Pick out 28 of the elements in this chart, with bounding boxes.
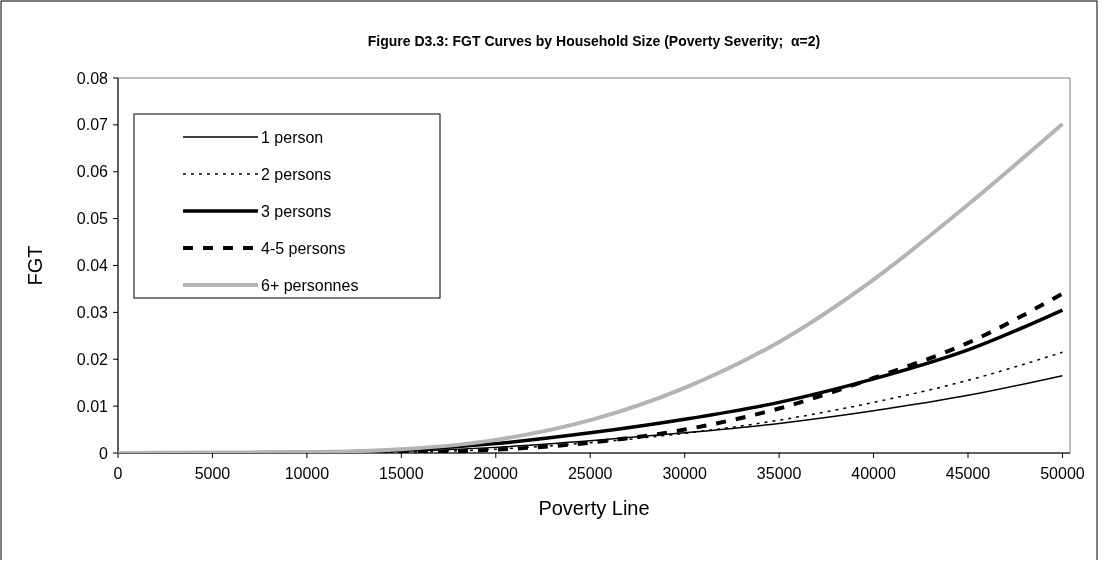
x-tick-label: 0 [113, 465, 123, 482]
y-tick-label: 0.05 [76, 210, 109, 228]
x-tick-label: 15000 [379, 465, 424, 482]
legend-label: 3 persons [261, 202, 332, 220]
x-tick-label: 5000 [194, 465, 231, 482]
x-tick-label: 10000 [284, 465, 330, 482]
y-tick-label: 0.01 [76, 397, 109, 415]
y-tick-label: 0.08 [76, 69, 109, 87]
x-tick-label: 45000 [945, 465, 991, 482]
x-tick-label: 50000 [1040, 465, 1085, 482]
y-tick-label: 0.07 [76, 116, 109, 134]
y-tick-label: 0 [99, 444, 109, 462]
y-tick-label: 0.03 [76, 303, 109, 321]
legend-label: 2 persons [261, 165, 332, 183]
x-tick-label: 35000 [756, 465, 802, 482]
legend-label: 4-5 persons [261, 239, 346, 257]
legend-label: 6+ personnes [261, 276, 359, 294]
legend-label: 1 person [261, 128, 324, 146]
x-tick-label: 30000 [662, 465, 708, 482]
y-tick-label: 0.06 [76, 163, 109, 181]
x-tick-label: 20000 [473, 465, 519, 482]
x-tick-label: 40000 [851, 465, 896, 482]
y-tick-label: 0.02 [76, 350, 109, 368]
x-tick-label: 25000 [567, 465, 613, 482]
y-tick-label: 0.04 [76, 257, 109, 275]
x-axis-title: Poverty Line [538, 497, 650, 519]
y-axis-title: FGT [24, 245, 46, 286]
chart-title: Figure D3.3: FGT Curves by Household Size (Poverty Severity; α=2) [367, 33, 821, 49]
